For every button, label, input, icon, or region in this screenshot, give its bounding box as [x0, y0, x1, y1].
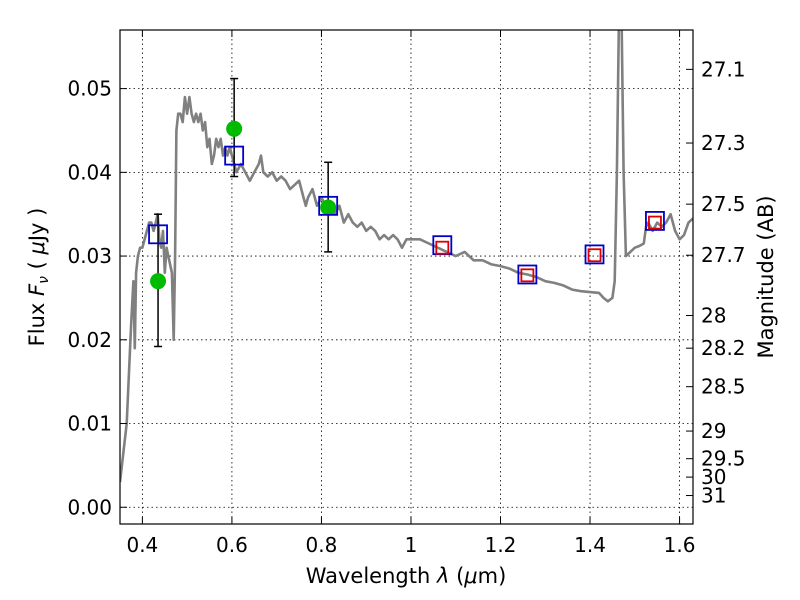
blue-square-marker — [517, 264, 538, 285]
observed-point — [226, 120, 243, 137]
observed-point — [150, 273, 167, 290]
x-tick-label: 1.6 — [664, 533, 696, 557]
right-tick-label: 31 — [701, 484, 726, 508]
y-tick-label: 0.03 — [67, 244, 112, 268]
y-label-unit: Jy ) — [25, 208, 49, 244]
right-tick-label: 28.5 — [701, 375, 746, 399]
observed-point — [320, 199, 337, 216]
right-tick-label: 30 — [701, 465, 726, 489]
x-tick-label: 1.2 — [485, 533, 517, 557]
right-tick-label: 28 — [701, 304, 726, 328]
x-tick-label: 0.4 — [126, 533, 158, 557]
y-label-F: F — [25, 283, 49, 296]
data-series — [120, 30, 693, 483]
right-tick-label: 27.3 — [701, 131, 746, 155]
right-tick-label: 27.7 — [701, 243, 746, 267]
blue-square-marker — [645, 211, 665, 231]
red-square-marker — [648, 215, 662, 230]
y-label-open: ( — [25, 255, 49, 277]
blue-square-marker — [318, 195, 339, 216]
y-tick-label: 0.05 — [67, 77, 112, 101]
blue-square-marker — [224, 145, 245, 166]
y-tick-label: 0.02 — [67, 328, 112, 352]
y-axis-label: Flux Fν ( μJy ) — [25, 208, 52, 347]
right-tick-label: 27.1 — [701, 57, 746, 81]
blue-square-marker — [584, 244, 605, 265]
x-axis-label: Wavelength λ (μm) — [306, 564, 507, 588]
right-axis-label: Magnitude (AB) — [754, 195, 778, 358]
right-tick-label: 28.2 — [701, 336, 746, 360]
right-tick-label: 29 — [701, 419, 726, 443]
red-square-marker — [435, 240, 450, 255]
x-tick-label: 0.8 — [306, 533, 338, 557]
x-tick-label: 1.4 — [574, 533, 606, 557]
y-label-mu: μ — [25, 241, 49, 255]
y-label-nu: ν — [36, 276, 52, 284]
y-tick-label: 0.00 — [67, 495, 112, 519]
model-spectrum-line — [120, 30, 693, 483]
right-tick-label: 29.5 — [701, 447, 746, 471]
y-tick-label: 0.04 — [67, 160, 112, 184]
plot-frame — [119, 29, 694, 525]
red-square-marker — [587, 248, 602, 263]
grid-lines — [120, 30, 693, 524]
x-tick-label: 0.6 — [216, 533, 248, 557]
y-label-text: Flux — [25, 296, 49, 346]
x-tick-label: 1 — [405, 533, 418, 557]
x-label-lambda: λ — [436, 564, 449, 588]
y-tick-label: 0.01 — [67, 412, 112, 436]
blue-square-marker — [148, 224, 168, 245]
x-label-text: Wavelength — [306, 564, 437, 588]
axes: 0.4 0.6 0.8 1 1.2 1.4 1.6 0.00 0.01 0.02 0.03 0.04 0… — [67, 30, 746, 557]
x-label-mu: μ — [463, 564, 477, 588]
x-label-unit: m) — [478, 564, 507, 588]
red-square-marker — [520, 268, 535, 283]
right-tick-label: 27.5 — [701, 192, 746, 216]
x-label-unit-open: ( — [449, 564, 464, 588]
